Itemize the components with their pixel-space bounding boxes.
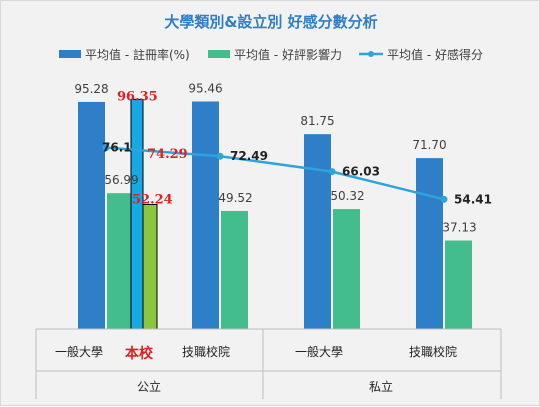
- legend-label-influence: 平均值 - 好評影響力: [234, 47, 342, 62]
- legend-swatch-enrollment: [59, 50, 81, 58]
- category-label-2: 一般大學: [295, 344, 343, 359]
- bar-influence-2: [333, 209, 360, 329]
- bars-layer: [78, 101, 472, 329]
- bar-influence-0: [107, 193, 134, 329]
- chart-title: 大學類別&設立別 好感分數分析: [164, 13, 377, 31]
- score-point-2: [328, 168, 336, 176]
- legend-label-enrollment: 平均值 - 註冊率(%): [85, 47, 190, 62]
- label-influence-1: 49.52: [218, 191, 252, 205]
- label-influence-3: 37.13: [442, 221, 476, 235]
- group-label-0: 公立: [137, 379, 161, 394]
- school-category-label: 本校: [125, 345, 154, 362]
- score-point-3: [440, 195, 448, 203]
- label-enrollment-2: 81.75: [300, 114, 334, 128]
- label-enrollment-1: 95.46: [188, 81, 222, 95]
- bar-influence-1: [221, 210, 248, 329]
- label-enrollment-3: 71.70: [412, 138, 446, 152]
- category-label-1: 技職校院: [182, 344, 230, 359]
- bar-enrollment-0: [78, 101, 105, 329]
- score-line: [105, 146, 445, 201]
- label-score-2: 66.03: [342, 165, 380, 179]
- bar-enrollment-2: [304, 134, 331, 329]
- label-influence-2: 50.32: [330, 189, 364, 203]
- legend-label-score: 平均值 - 好感得分: [387, 47, 483, 62]
- label-influence-0: 56.99: [104, 173, 138, 187]
- bar-enrollment-1: [192, 101, 219, 329]
- school-label-influence: 52.24: [132, 192, 173, 207]
- school-overlay-layer: [130, 98, 158, 330]
- score-line-layer: [102, 144, 448, 203]
- label-enrollment-0: 95.28: [74, 82, 108, 96]
- legend: 平均值 - 註冊率(%) 平均值 - 好評影響力 平均值 - 好感得分: [59, 47, 483, 62]
- school-label-enrollment: 96.35: [117, 89, 158, 104]
- bar-enrollment-3: [416, 158, 443, 329]
- category-label-3: 技職校院: [409, 344, 457, 359]
- label-score-0: 76.1: [102, 141, 132, 155]
- school-label-score: 74.29: [147, 147, 188, 162]
- school-bar-enrollment: [130, 98, 144, 330]
- group-label-1: 私立: [369, 379, 393, 394]
- legend-swatch-influence: [208, 50, 230, 58]
- legend-marker-score: [368, 51, 374, 57]
- label-score-3: 54.41: [454, 192, 492, 206]
- value-labels-layer: 95.28 56.99 95.46 49.52 81.75 50.32 71.70 37.13…: [74, 81, 492, 234]
- score-point-1: [216, 152, 224, 160]
- bar-influence-3: [445, 240, 472, 329]
- category-label-0: 一般大學: [55, 344, 103, 359]
- label-score-1: 72.49: [230, 149, 268, 163]
- score-point-0: [102, 144, 110, 152]
- school-bar-influence: [142, 203, 158, 330]
